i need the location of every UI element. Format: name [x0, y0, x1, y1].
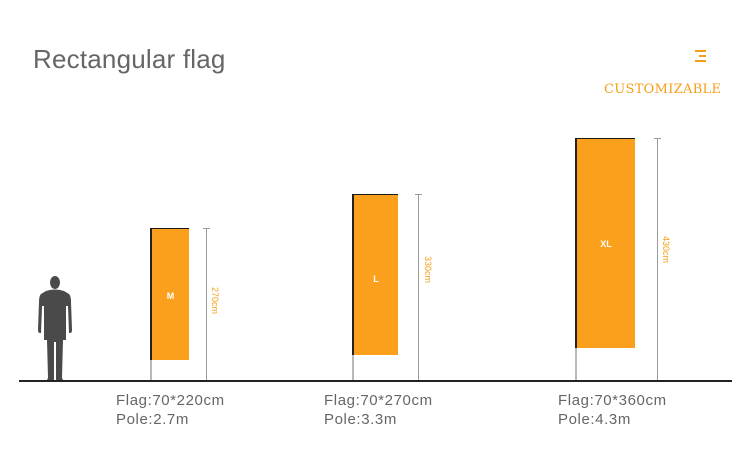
pole-size-text: Pole:2.7m — [116, 411, 189, 428]
flag-size-text: Flag:70*360cm — [558, 392, 667, 409]
flag-size-label: L — [373, 274, 379, 284]
flag-xl: XL — [575, 139, 635, 348]
flag-size-text: Flag:70*270cm — [324, 392, 433, 409]
dimension-cap-top — [654, 138, 661, 139]
flag-size-label: M — [166, 291, 175, 301]
flag-m: M — [150, 229, 189, 360]
dimension-cap-top — [415, 194, 422, 195]
height-label: 430cm — [661, 236, 671, 264]
flag-size-label: XL — [600, 239, 612, 249]
menu-icon[interactable] — [694, 50, 706, 62]
flag-size-text: Flag:70*220cm — [116, 392, 225, 409]
flag-spec: Flag:70*360cm Pole:4.3m — [558, 391, 667, 429]
height-label: 270cm — [210, 287, 220, 315]
person-silhouette-icon — [38, 276, 72, 382]
page-title: Rectangular flag — [33, 44, 226, 74]
pole-size-text: Pole:4.3m — [558, 411, 631, 428]
height-label: 330cm — [423, 256, 433, 284]
tagline: CUSTOMIZABLE — [604, 82, 722, 97]
height-dimension-line — [657, 138, 658, 381]
height-dimension-line — [206, 228, 207, 381]
ground-line — [19, 380, 732, 382]
dimension-cap-top — [203, 228, 210, 229]
flag-spec: Flag:70*270cm Pole:3.3m — [324, 391, 433, 429]
height-dimension-line — [418, 194, 419, 381]
flag-l: L — [352, 195, 398, 355]
flag-spec: Flag:70*220cm Pole:2.7m — [116, 391, 225, 429]
pole-size-text: Pole:3.3m — [324, 411, 397, 428]
